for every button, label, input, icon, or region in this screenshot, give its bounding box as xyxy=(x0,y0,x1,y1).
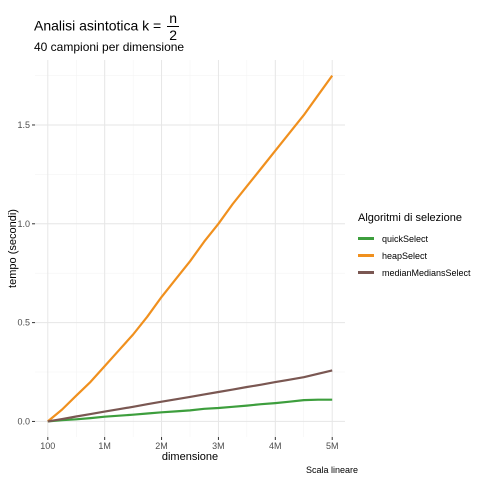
legend-title: Algoritmi di selezione xyxy=(358,212,462,224)
legend: Algoritmi di selezione quickSelect heapSe… xyxy=(358,212,471,281)
y-tick-label: 1.0 xyxy=(17,219,30,229)
legend-key xyxy=(358,271,374,274)
title-fraction-denominator: 2 xyxy=(169,27,178,43)
chart-title-text: Analisi asintotica k = xyxy=(34,17,166,34)
legend-item-medianMediansSelect: medianMediansSelect xyxy=(358,264,471,281)
series-line-heapSelect xyxy=(47,74,334,423)
x-tick-label: 100 xyxy=(40,441,55,451)
x-tick-label: 2M xyxy=(155,441,168,451)
y-axis-title: tempo (secondi) xyxy=(7,209,19,288)
grid xyxy=(35,60,345,437)
legend-key xyxy=(358,254,374,257)
y-tick-label: 0.0 xyxy=(17,416,30,426)
x-tick-label: 4M xyxy=(269,441,282,451)
x-tick-label: 5M xyxy=(326,441,339,451)
title-fraction-numerator: n xyxy=(169,10,178,26)
y-tick-label: 0.5 xyxy=(17,318,30,328)
legend-key xyxy=(358,237,374,240)
legend-label: medianMediansSelect xyxy=(382,267,471,278)
chart-title: Analisi asintotica k = n 2 xyxy=(34,10,180,43)
legend-item-heapSelect: heapSelect xyxy=(358,247,471,264)
axis-ticks: 100 1M 2M 3M 4M 5M 0.0 0.5 1.0 1.5 xyxy=(17,120,338,451)
title-fraction-bar xyxy=(167,26,180,27)
series-line-quickSelect xyxy=(47,398,333,423)
series-lines xyxy=(47,74,334,423)
y-tick-label: 1.5 xyxy=(17,120,30,130)
title-fraction: n 2 xyxy=(167,10,180,43)
series-line-medianMediansSelect xyxy=(47,369,333,423)
legend-items: quickSelect heapSelect medianMediansSelect xyxy=(358,230,471,281)
chart-caption: Scala lineare xyxy=(305,465,358,475)
x-tick-label: 3M xyxy=(212,441,225,451)
legend-label: quickSelect xyxy=(382,233,429,244)
x-axis-title: dimensione xyxy=(162,451,218,463)
chart-subtitle: 40 campioni per dimensione xyxy=(34,40,185,54)
legend-item-quickSelect: quickSelect xyxy=(358,230,471,247)
legend-label: heapSelect xyxy=(382,250,428,261)
x-tick-label: 1M xyxy=(98,441,111,451)
